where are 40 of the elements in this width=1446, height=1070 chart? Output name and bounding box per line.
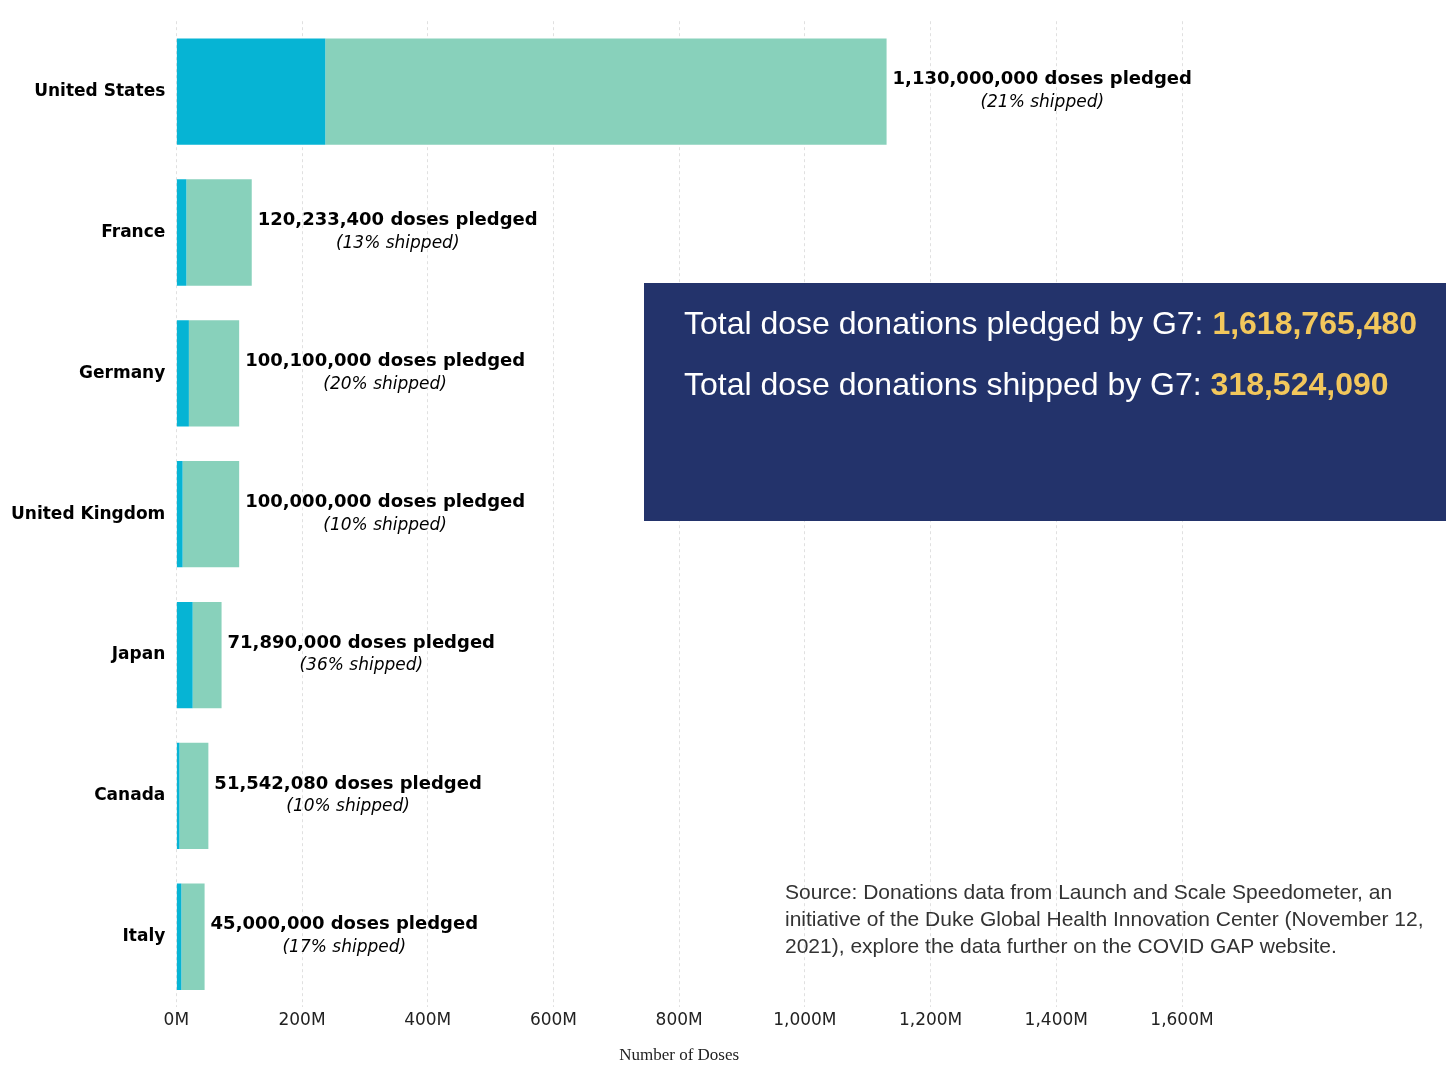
x-tick-label: 1,200M [898,1008,963,1029]
y-tick-label: Italy [122,925,166,946]
y-tick-label: France [101,220,166,241]
total-label: 120,233,400 doses pledged (13% shipped) [257,208,538,252]
bar [176,320,189,427]
annotation: Total dose donations pledged by G7: 1,618,765,480 [684,305,1418,342]
y-tick-label: Germany [79,361,166,382]
total-label: 100,100,000 doses pledged (20% shipped) [245,349,526,393]
x-tick-label: 1,400M [1024,1008,1088,1029]
total-label: 45,000,000 doses pledged (17% shipped) [210,912,479,957]
text-panel: Total dose donations pledged by G7: 1,618,765,480 Total dose donations shipped by G7: 318,524,090 [644,283,1446,521]
x-tick-label: 400M [404,1008,452,1029]
x-axis-title: Number of Doses [619,1045,740,1065]
x-tick-label: 200M [278,1008,326,1029]
y-tick-label: United Kingdom [11,502,166,523]
x-tick-label: 1,600M [1150,1008,1214,1029]
bar [176,461,183,568]
bar [176,38,326,145]
y-tick-label: United States [34,80,166,101]
x-tick-label: 800M [655,1008,703,1029]
bar [181,883,205,990]
bar [182,461,240,568]
bar [186,179,252,286]
y-tick-label: Japan [110,643,166,664]
annotation: Source: Donations data from Launch and Scale Speedometer, an initiative of the Duke Global Health Innovation Center (November 12, 2021), explore the data further on the COVID GAP website. [785,879,1425,959]
bar [176,601,193,709]
bar [325,38,887,145]
bar [192,601,222,709]
total-label: 100,000,000 doses pledged (10% shipped) [245,489,526,534]
bar [176,179,187,286]
bar [179,742,209,850]
x-tick-label: 0M [163,1008,190,1029]
y-tick-label: Canada [94,784,166,805]
annotation: Total dose donations shipped by G7: 318,524,090 [684,366,1390,403]
total-label: 51,542,080 doses pledged (10% shipped) [214,771,482,816]
x-tick-label: 600M [529,1008,578,1029]
total-label: 71,890,000 doses pledged (36% shipped) [227,630,495,675]
x-tick-label: 1,000M [773,1008,837,1029]
total-label: 1,130,000,000 doses pledged (21% shipped) [892,67,1192,112]
bar [188,320,240,427]
